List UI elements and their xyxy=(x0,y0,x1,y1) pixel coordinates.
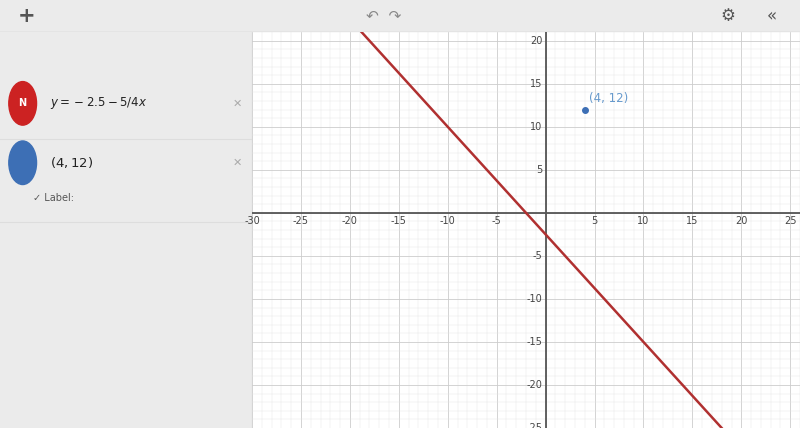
Text: -20: -20 xyxy=(342,216,358,226)
Text: -15: -15 xyxy=(526,337,542,347)
Text: ⚙: ⚙ xyxy=(721,7,735,25)
Circle shape xyxy=(9,82,37,125)
Text: -25: -25 xyxy=(293,216,309,226)
Text: ✓ Label:: ✓ Label: xyxy=(33,193,74,203)
Text: -5: -5 xyxy=(492,216,502,226)
Text: 10: 10 xyxy=(530,122,542,132)
Text: ↶  ↷: ↶ ↷ xyxy=(366,9,402,24)
Text: 15: 15 xyxy=(530,79,542,89)
Text: -20: -20 xyxy=(526,380,542,390)
Text: -30: -30 xyxy=(244,216,260,226)
Text: -15: -15 xyxy=(391,216,406,226)
Text: -10: -10 xyxy=(440,216,455,226)
Text: +: + xyxy=(18,6,35,26)
Text: -5: -5 xyxy=(533,251,542,261)
Text: 25: 25 xyxy=(784,216,797,226)
Text: 5: 5 xyxy=(536,165,542,175)
Text: -25: -25 xyxy=(526,423,542,428)
Text: (4, 12): (4, 12) xyxy=(589,92,628,105)
Text: ✕: ✕ xyxy=(232,98,242,108)
Text: 10: 10 xyxy=(638,216,650,226)
Text: 20: 20 xyxy=(530,36,542,46)
Text: «: « xyxy=(767,7,777,25)
Text: 15: 15 xyxy=(686,216,698,226)
Text: 20: 20 xyxy=(735,216,747,226)
Text: $(4,12)$: $(4,12)$ xyxy=(50,155,94,170)
Text: ✕: ✕ xyxy=(232,158,242,168)
Text: -10: -10 xyxy=(527,294,542,304)
Text: N: N xyxy=(18,98,26,108)
Text: 5: 5 xyxy=(591,216,598,226)
Text: $y = -2.5 - 5/4x$: $y = -2.5 - 5/4x$ xyxy=(50,95,147,111)
Circle shape xyxy=(9,141,37,184)
